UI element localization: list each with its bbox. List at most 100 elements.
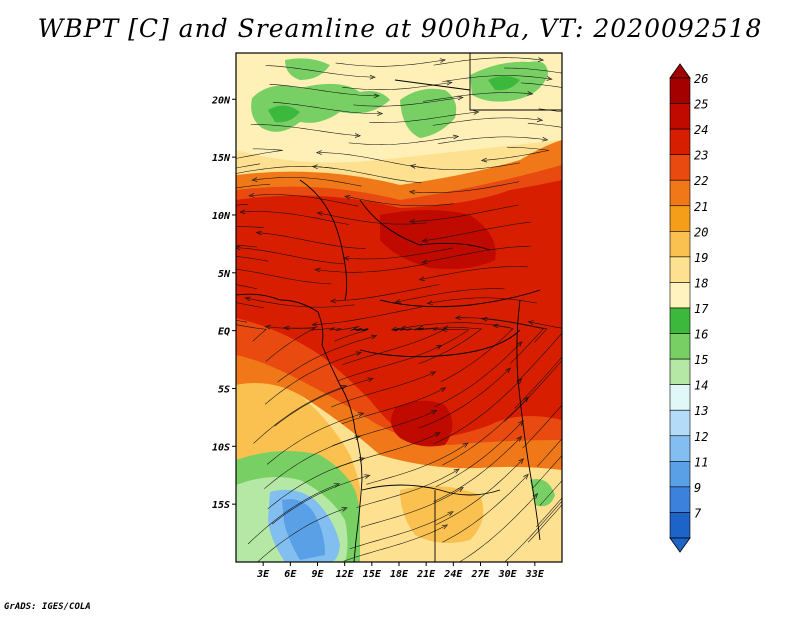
streamline (433, 343, 521, 408)
streamline (393, 327, 443, 331)
streamline-arrow (364, 474, 371, 479)
streamline (346, 196, 455, 207)
streamline (411, 181, 520, 193)
streamline-arrow (409, 164, 416, 169)
colorbar-segment (669, 179, 691, 207)
streamline-arrow (248, 193, 255, 198)
streamline-arrow (457, 95, 464, 101)
colorbar-label: 13 (694, 404, 708, 418)
lon-tick-label: 9E (311, 569, 324, 580)
streamline (514, 356, 562, 409)
streamline-arrow (369, 74, 376, 80)
streamline-arrow (417, 325, 424, 331)
streamline-arrow (408, 189, 416, 195)
streamline-arrow (408, 219, 416, 224)
colorbar-segment (669, 103, 691, 130)
streamline-arrow (454, 315, 461, 321)
streamline (424, 245, 531, 263)
lat-tick-label: 20N (211, 95, 231, 106)
streamline-arrow (473, 110, 480, 115)
lon-tick-label: 6E (284, 569, 297, 580)
streamline (317, 263, 425, 273)
colorbar-segment (669, 486, 691, 513)
streamline-arrow (516, 435, 523, 442)
streamline-arrow (542, 136, 549, 142)
streamline (411, 204, 519, 222)
streamline (516, 321, 562, 383)
streamline (258, 232, 366, 249)
streamline-arrow (447, 511, 454, 517)
streamline-arrow (546, 76, 553, 81)
colorbar-label: 16 (694, 328, 708, 342)
streamline (412, 162, 520, 170)
streamline-arrow (434, 432, 441, 437)
streamline-arrow (480, 157, 488, 163)
streamline (422, 92, 531, 102)
streamline-arrow (426, 300, 433, 305)
streamline (435, 422, 523, 487)
streamline (236, 319, 248, 323)
streamline (267, 458, 363, 510)
streamline (236, 183, 271, 189)
streamline (271, 475, 368, 525)
streamline (437, 136, 546, 144)
streamline-arrow (441, 524, 449, 530)
streamline-arrow (536, 117, 544, 122)
streamline (332, 411, 435, 447)
lon-tick-label: 3E (256, 569, 270, 580)
lon-tick-label: 12E (336, 569, 355, 580)
colorbar-segment (669, 435, 691, 462)
streamline-arrow (147, 281, 153, 286)
streamline (353, 97, 461, 107)
streamline-arrow (436, 344, 443, 350)
lon-tick-label: 30E (498, 569, 518, 580)
colorbar-segment (669, 231, 691, 258)
streamline (356, 469, 458, 508)
streamline (236, 204, 248, 206)
streamline (484, 318, 544, 364)
streamline-arrow (532, 493, 539, 499)
streamline-arrow (352, 325, 360, 331)
colorbar-segment (669, 256, 691, 283)
streamline (314, 307, 422, 325)
streamline-arrow (358, 412, 365, 417)
streamline-arrow (333, 483, 341, 488)
streamline-arrow (175, 313, 180, 317)
longitude-axis: 3E 6E 9E 12E 15E 18E 21E 24E 27E 30E 33E (256, 562, 545, 580)
streamline (236, 302, 265, 309)
streamline (253, 386, 345, 444)
streamline (236, 256, 269, 262)
streamline (421, 266, 529, 280)
streamline (236, 268, 332, 285)
lon-tick-label: 33E (525, 569, 545, 580)
streamline (536, 497, 562, 527)
streamline-arrow (446, 80, 453, 86)
streamline (440, 325, 514, 382)
colorbar-label: 24 (694, 123, 708, 137)
streamline-arrow (527, 320, 534, 325)
streamline (318, 152, 426, 169)
colorbar-min-arrow (669, 537, 691, 553)
streamline (433, 57, 542, 66)
streamline-arrow (340, 385, 348, 390)
streamline (504, 359, 562, 422)
colorbar-label: 20 (694, 225, 708, 239)
streamline (237, 247, 344, 265)
streamline-arrow (244, 296, 251, 302)
map-title: WBPT [C] and Sreamline at 900hPa, VT: 20… (37, 14, 763, 43)
streamline (522, 404, 562, 449)
streamline-arrow (159, 258, 165, 263)
streamline (483, 146, 550, 161)
colorbar-label: 26 (694, 72, 708, 86)
streamline-arrow (537, 57, 545, 62)
colorbar-label: 7 (694, 506, 702, 520)
streamline-arrow (527, 91, 534, 96)
streamline (442, 75, 550, 82)
streamline-arrow (609, 422, 615, 428)
colorbar-label: 21 (694, 200, 708, 214)
streamline (334, 328, 369, 342)
colorbar: 26 25 24 23 22 21 20 19 18 17 16 15 14 13 12 11 9 7 (669, 63, 709, 553)
streamline (254, 177, 362, 187)
streamline-arrow (516, 341, 523, 347)
streamline (264, 352, 360, 405)
